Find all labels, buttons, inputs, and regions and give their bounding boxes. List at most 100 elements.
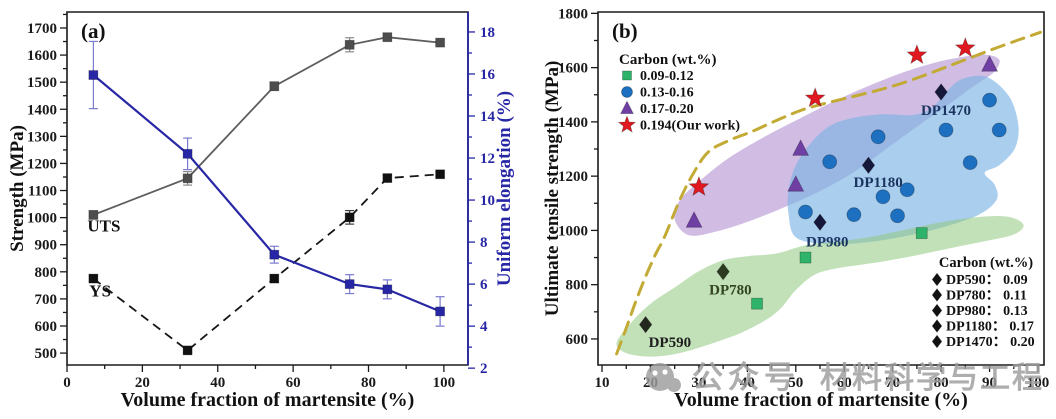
legend-marker-square <box>622 70 632 81</box>
axis-frame <box>66 11 469 366</box>
data-point-marker <box>899 182 915 198</box>
dp-diamond-marker <box>813 213 827 232</box>
x-tick-label: 80 <box>934 375 949 391</box>
x-tick-label: 70 <box>885 375 900 391</box>
y-tick-label: 600 <box>35 319 58 335</box>
data-point-marker <box>88 70 99 80</box>
data-point-marker <box>981 55 999 72</box>
data-point-marker <box>991 122 1007 138</box>
legend-entry-label: 0.17-0.20 <box>640 102 694 117</box>
legend-diamond-marker <box>931 334 943 349</box>
y-axis-title: Strength (MPa) <box>7 125 28 252</box>
x-tick-label: 40 <box>210 375 225 391</box>
data-point-marker <box>382 173 393 183</box>
legend-entry-label: DP780： 0.11 <box>946 289 1027 304</box>
data-point-marker <box>792 139 810 156</box>
series-uniform-elongation <box>88 40 446 327</box>
dp-label: DP1470 <box>921 103 971 119</box>
data-point-marker <box>382 284 393 295</box>
y-right-tick-label: 16 <box>480 67 496 83</box>
y-tick-label: 1300 <box>27 129 57 145</box>
data-point-marker <box>890 208 905 224</box>
dp-diamond-marker <box>638 315 653 334</box>
series-uts <box>88 32 446 220</box>
data-point-marker <box>435 169 446 180</box>
data-point-marker <box>182 345 193 356</box>
wechat-icon <box>646 363 681 392</box>
y-right-tick-label: 4 <box>480 319 488 335</box>
legend-title: Carbon (wt.%) <box>939 255 1033 271</box>
x-axis-title: Volume fraction of martensite (%) <box>674 389 968 411</box>
axis-frame <box>597 11 1045 366</box>
panel-label: (b) <box>612 19 638 43</box>
x-axis: 0 20 40 60 80 100 <box>63 365 455 391</box>
scatter-0-17-0-20 <box>685 55 999 228</box>
dp-grade-points: DP590 DP780 DP980 DP1180 DP1470 <box>638 83 971 351</box>
series-annotation: UTS <box>87 217 120 236</box>
y-tick-label: 1200 <box>558 169 588 185</box>
y-tick-label: 1700 <box>27 21 57 37</box>
dp-label: DP780 <box>709 283 752 299</box>
legend-entry-label: 0.13-0.16 <box>640 86 694 101</box>
data-point-marker <box>88 273 99 284</box>
series-ys <box>88 169 446 356</box>
scatter-0-13-0-16 <box>798 92 1007 224</box>
data-point-marker <box>846 207 862 223</box>
legend-marker-circle <box>621 86 633 98</box>
data-point-marker <box>798 204 813 220</box>
series-line <box>93 36 441 216</box>
data-point-marker <box>870 129 886 145</box>
legend-entry-label: DP1470： 0.20 <box>946 335 1035 350</box>
wechat-icon-bubble-small <box>667 378 681 392</box>
legend-entry-label: DP590： 0.09 <box>946 273 1028 288</box>
dp-label: DP1180 <box>854 175 903 191</box>
data-point-marker <box>822 154 838 170</box>
data-point-marker <box>751 297 763 310</box>
y-tick-label: 1400 <box>27 102 57 118</box>
y-right-tick-label: 10 <box>480 193 495 209</box>
legend-entry-label: DP980： 0.13 <box>946 304 1028 319</box>
y-right-tick-label: 6 <box>480 277 488 293</box>
y-right-tick-label: 14 <box>480 109 496 125</box>
data-point-marker <box>344 279 355 290</box>
chart-b: 1020304050607080901006008001000120014001… <box>542 6 1049 411</box>
y-tick-label: 1400 <box>558 115 588 131</box>
y-tick-label: 900 <box>35 238 58 254</box>
y-tick-label: 700 <box>35 292 58 308</box>
y-tick-label: 1800 <box>558 6 588 22</box>
y-tick-label: 1600 <box>27 48 57 64</box>
dp-diamond-marker <box>716 262 730 281</box>
legend-entry-label: 0.194(Our work) <box>640 119 740 134</box>
data-point-marker <box>938 122 954 138</box>
panel-label: (a) <box>81 19 106 43</box>
y-tick-label: 600 <box>566 332 589 348</box>
y-axis-right-title: Uniform elongation (%) <box>494 91 515 286</box>
legend-marker-star <box>617 115 637 133</box>
data-point-marker <box>982 92 997 108</box>
x-tick-label: 60 <box>837 375 852 391</box>
y-tick-label: 1000 <box>558 223 588 239</box>
x-tick-label: 90 <box>982 375 997 391</box>
green-region <box>616 215 1024 357</box>
dp-diamond-marker <box>861 156 876 175</box>
x-axis-title: Volume fraction of martensite (%) <box>121 389 415 411</box>
data-point-marker <box>344 212 355 223</box>
data-point-marker <box>435 306 446 317</box>
data-point-marker <box>269 249 280 260</box>
wechat-icon-eye <box>662 369 668 375</box>
x-tick-label: 100 <box>1027 375 1050 391</box>
data-point-marker <box>269 81 280 92</box>
upper-bound-dashed-curve <box>615 30 1042 356</box>
data-point-marker <box>344 39 355 50</box>
scatter-0-09-0-12 <box>751 227 928 310</box>
x-tick-label: 60 <box>286 375 301 391</box>
data-point-marker <box>875 189 891 205</box>
data-point-marker <box>382 32 393 43</box>
data-point-marker <box>799 251 812 264</box>
data-point-marker <box>182 173 193 184</box>
x-tick-label: 30 <box>691 375 706 391</box>
y-tick-label: 1200 <box>27 156 57 172</box>
